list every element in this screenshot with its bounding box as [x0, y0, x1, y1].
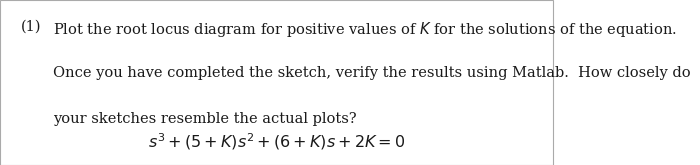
Text: (1): (1) — [21, 20, 41, 34]
Text: your sketches resemble the actual plots?: your sketches resemble the actual plots? — [52, 112, 356, 126]
Text: Plot the root locus diagram for positive values of $K$ for the solutions of the : Plot the root locus diagram for positive… — [52, 20, 676, 39]
Text: $s^3 + (5+K)s^2 + (6+K)s + 2K = 0$: $s^3 + (5+K)s^2 + (6+K)s + 2K = 0$ — [148, 131, 405, 152]
Text: Once you have completed the sketch, verify the results using Matlab.  How closel: Once you have completed the sketch, veri… — [52, 66, 690, 80]
